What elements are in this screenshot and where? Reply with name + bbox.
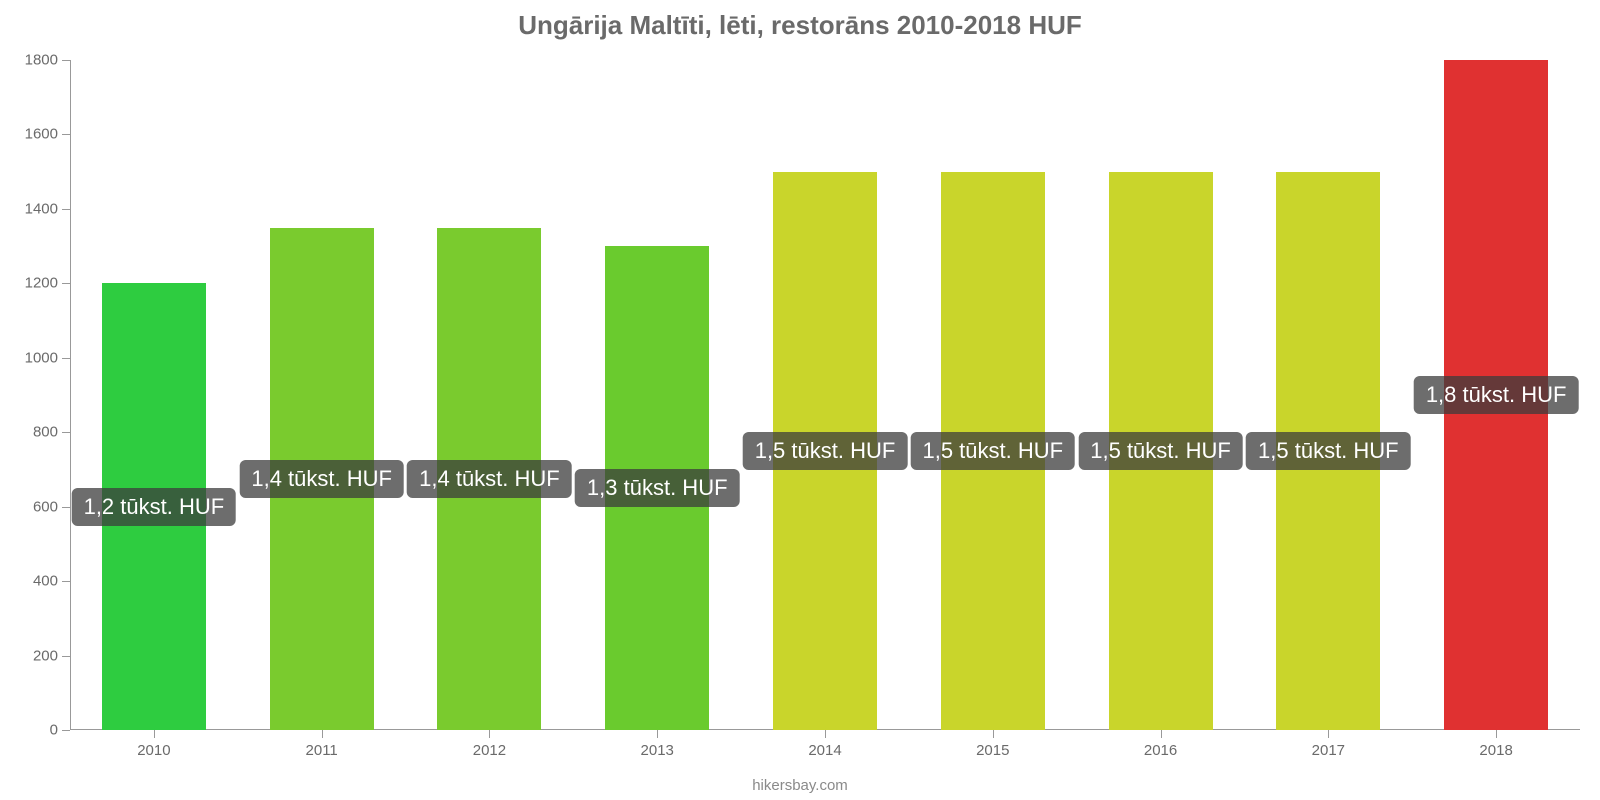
bar-value-label: 1,3 tūkst. HUF [575,469,740,507]
bar-value-label: 1,5 tūkst. HUF [910,432,1075,470]
bar-chart: Ungārija Maltīti, lēti, restorāns 2010-2… [0,0,1600,800]
y-axis-label: 400 [33,573,70,590]
y-axis-label: 1800 [25,52,70,69]
y-axis-label: 200 [33,647,70,664]
chart-source: hikersbay.com [0,777,1600,794]
x-axis-label: 2018 [1479,730,1512,759]
x-axis-label: 2011 [306,730,338,759]
bar-value-label: 1,4 tūkst. HUF [239,460,404,498]
x-axis-label: 2010 [137,730,170,759]
y-axis-line [70,60,71,730]
bar-value-label: 1,5 tūkst. HUF [1078,432,1243,470]
x-axis-label: 2012 [473,730,506,759]
bar-value-label: 1,8 tūkst. HUF [1414,376,1579,414]
x-axis-label: 2017 [1312,730,1345,759]
y-axis-label: 800 [33,424,70,441]
bar-value-label: 1,2 tūkst. HUF [72,488,237,526]
x-axis-label: 2014 [808,730,841,759]
y-axis-label: 1400 [25,200,70,217]
y-axis-label: 1200 [25,275,70,292]
y-axis-label: 1000 [25,349,70,366]
y-axis-label: 1600 [25,126,70,143]
bar-value-label: 1,5 tūkst. HUF [1246,432,1411,470]
bar-value-label: 1,4 tūkst. HUF [407,460,572,498]
plot-area: 02004006008001000120014001600180020101,2… [70,60,1580,730]
y-axis-label: 600 [33,498,70,515]
x-axis-label: 2013 [641,730,674,759]
bar-value-label: 1,5 tūkst. HUF [743,432,908,470]
x-axis-label: 2016 [1144,730,1177,759]
x-axis-label: 2015 [976,730,1009,759]
chart-title: Ungārija Maltīti, lēti, restorāns 2010-2… [0,10,1600,41]
y-axis-label: 0 [50,722,70,739]
